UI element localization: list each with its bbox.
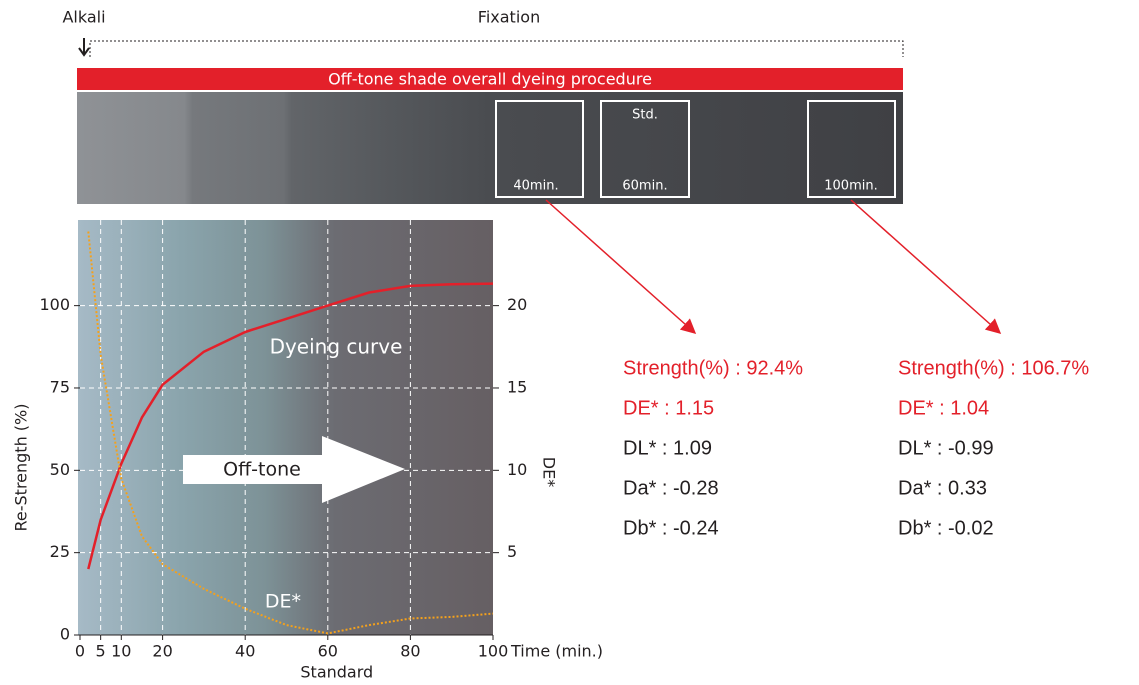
- sample-box: [807, 100, 896, 198]
- sample-time: 60min.: [622, 179, 667, 194]
- off-tone-arrow: [183, 436, 405, 503]
- x-tick-label: 10: [111, 642, 131, 661]
- x-tick-label: 20: [152, 642, 172, 661]
- x-tick-label: 40: [235, 642, 255, 661]
- y-tick-label: 0: [60, 625, 70, 644]
- x-tick-label: 80: [400, 642, 420, 661]
- result-line: Db* : -0.02: [898, 517, 994, 539]
- fixation-label: Fixation: [478, 8, 540, 27]
- y-tick-label: 100: [39, 295, 70, 314]
- result-line: DL* : 1.09: [623, 437, 712, 459]
- y2-tick-label: 10: [507, 460, 527, 479]
- y-axis-label: Re-Strength (%): [12, 404, 31, 532]
- alkali-arrow: [78, 38, 90, 57]
- annotation: Off-tone: [223, 459, 301, 481]
- y-tick-label: 75: [50, 377, 70, 396]
- sample-label: Std.: [632, 108, 658, 123]
- result-line: Strength(%) : 92.4%: [623, 357, 803, 379]
- y2-tick-label: 5: [507, 542, 517, 561]
- x-tick-label: 60: [318, 642, 338, 661]
- result-line: Da* : -0.28: [623, 477, 719, 499]
- banner-text: Off-tone shade overall dyeing procedure: [328, 70, 652, 89]
- alkali-label: Alkali: [62, 8, 105, 27]
- result-line: Da* : 0.33: [898, 477, 987, 499]
- x-axis-label: Time (min.): [510, 642, 603, 661]
- result-line: DE* : 1.04: [898, 397, 989, 419]
- series-line: [87, 231, 494, 635]
- y2-tick-label: 15: [507, 377, 527, 396]
- result-line: Db* : -0.24: [623, 517, 719, 539]
- result-line: DE* : 1.15: [623, 397, 714, 419]
- result-line: DL* : -0.99: [898, 437, 994, 459]
- results: Strength(%) : 92.4% DE* : 1.15 DL* : 1.09 D…: [623, 357, 1089, 539]
- fabric-strip: [77, 92, 903, 204]
- series-line: [87, 282, 494, 570]
- x-tick-label: 5: [96, 642, 106, 661]
- plot-background: [78, 220, 493, 635]
- sample-boxes: [495, 100, 896, 198]
- result-line: Strength(%) : 106.7%: [898, 357, 1089, 379]
- sample-box: [495, 100, 584, 198]
- y-tick-label: 50: [50, 460, 70, 479]
- annotation: Standard: [300, 663, 373, 682]
- x-tick-label: 100: [478, 642, 509, 661]
- banner: [77, 68, 903, 90]
- sample-time: 100min.: [824, 179, 877, 194]
- x-tick-label: 0: [75, 642, 85, 661]
- y-tick-label: 25: [50, 542, 70, 561]
- annotation: DE*: [265, 591, 301, 613]
- pointer-arrow: [850, 199, 1002, 334]
- y2-axis-label: DE*: [540, 457, 559, 487]
- annotation: Dyeing curve: [270, 335, 403, 359]
- fixation-bracket: [89, 40, 904, 57]
- pointer-arrow: [545, 199, 697, 334]
- y2-tick-label: 20: [507, 295, 527, 314]
- sample-box: [600, 100, 690, 198]
- sample-time: 40min.: [513, 179, 558, 194]
